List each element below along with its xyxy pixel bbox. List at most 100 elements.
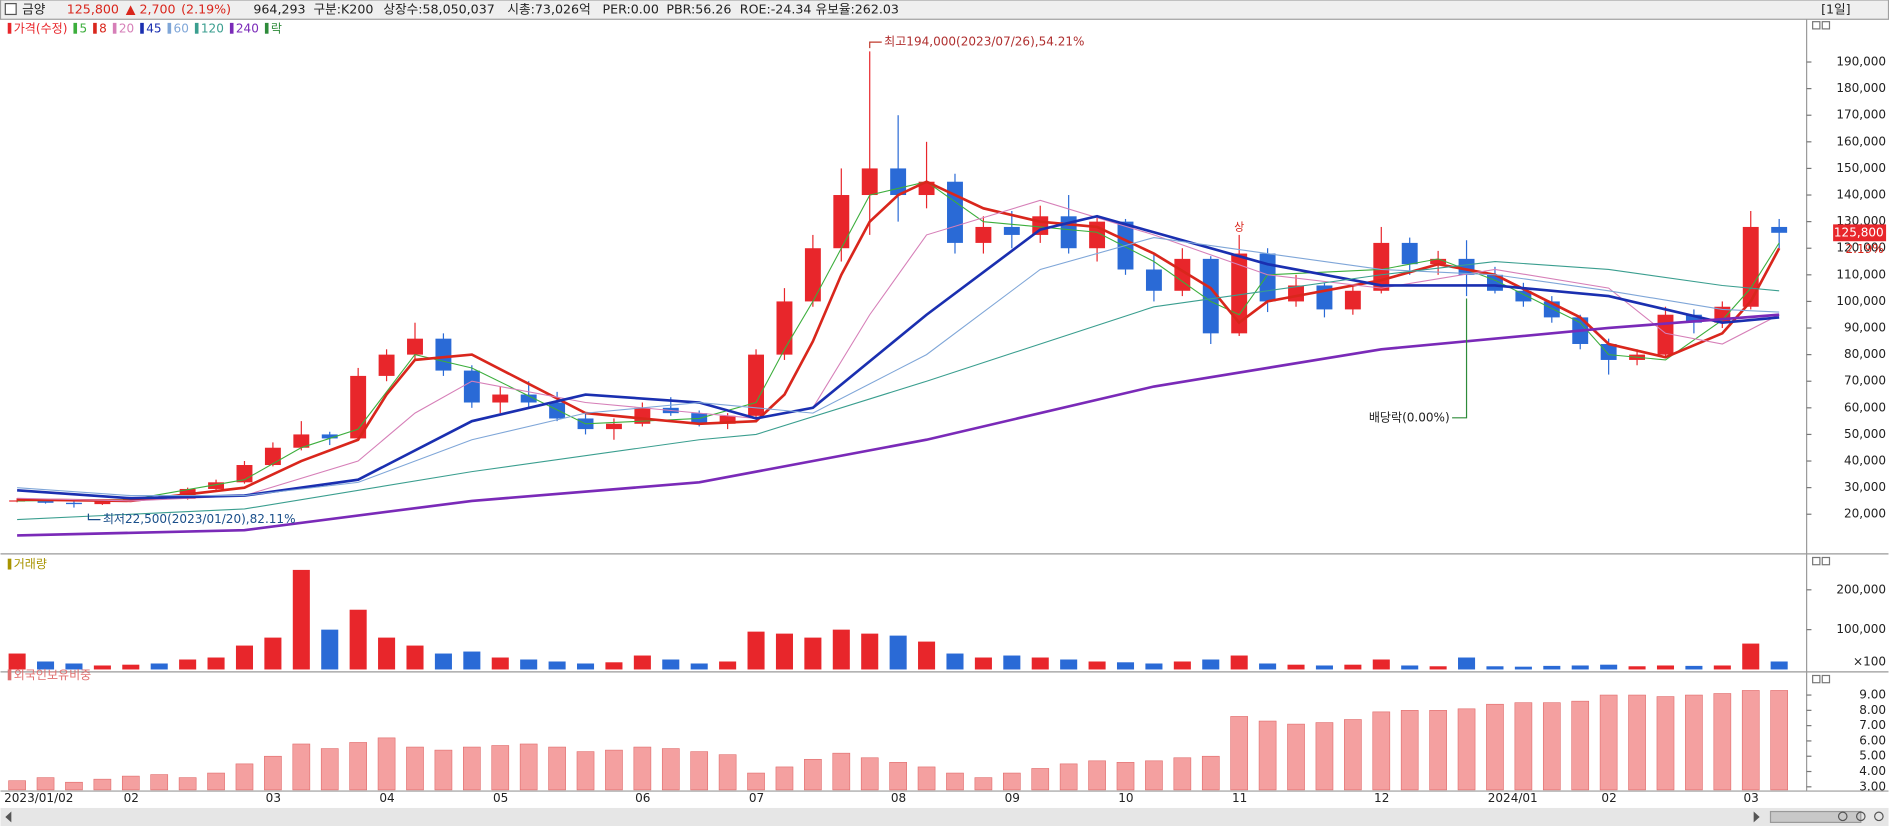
candle-body: [463, 370, 480, 403]
bar: [747, 631, 765, 670]
bar: [1742, 643, 1760, 670]
x-tick-label: 04: [379, 791, 394, 805]
annotation-limit-up: 상: [1234, 221, 1244, 234]
y-tick-label: 140,000: [1836, 188, 1886, 202]
candle-body: [549, 402, 566, 419]
bar: [1600, 664, 1618, 670]
bar: [605, 662, 623, 670]
ma-line: [17, 260, 1780, 521]
zoom-button[interactable]: [1837, 811, 1848, 822]
candle-body: [947, 181, 963, 243]
bar: [1571, 700, 1590, 791]
bar: [1429, 710, 1447, 791]
bar: [1685, 665, 1703, 670]
header-item: 시총:73,026억: [507, 2, 590, 17]
scroll-left[interactable]: [5, 811, 12, 823]
y-tick-label: 160,000: [1836, 134, 1886, 148]
bar: [690, 663, 708, 670]
legend-item: 120: [201, 21, 224, 35]
panel-button[interactable]: [1821, 674, 1831, 684]
unit-label: ×100: [1853, 655, 1886, 669]
legend-item: 20: [119, 21, 134, 35]
panel-title-swatch: [7, 558, 12, 570]
candle-body: [208, 482, 225, 489]
y-tick-label: 100,000: [1836, 622, 1886, 636]
bar: [1400, 710, 1419, 791]
panel-button[interactable]: [1812, 674, 1821, 684]
candle-body: [1344, 290, 1361, 310]
panel-button[interactable]: [1821, 21, 1831, 30]
bar: [1173, 661, 1191, 670]
y-tick-label: 50,000: [1844, 427, 1886, 441]
dividend-line: [1452, 298, 1468, 419]
y-tick-label: 8.00: [1859, 703, 1886, 717]
legend-swatch: [264, 22, 269, 34]
zoom-button[interactable]: [1874, 811, 1884, 822]
scrollbar[interactable]: [0, 807, 1889, 826]
y-tick-label: 170,000: [1836, 108, 1886, 122]
bar: [1543, 665, 1561, 670]
bar: [320, 748, 339, 791]
bar: [1230, 655, 1248, 670]
bar: [8, 780, 26, 791]
bar: [235, 763, 254, 791]
bar: [1287, 723, 1305, 791]
panel-button[interactable]: [1812, 556, 1821, 566]
x-tick-label: 03: [1744, 791, 1759, 805]
bar: [65, 663, 83, 670]
bar: [122, 664, 140, 670]
annotation-low: 최저22,500(2023/01/20),82.11%: [103, 512, 296, 526]
panel-button[interactable]: [1821, 556, 1831, 566]
bar: [207, 772, 225, 791]
candle-body: [321, 434, 338, 439]
bar: [1344, 719, 1362, 791]
bar: [1145, 663, 1163, 670]
bar: [1713, 693, 1732, 791]
bar: [946, 772, 964, 791]
volume: 964,293: [253, 2, 305, 17]
legend-swatch: [7, 22, 12, 34]
last-price-label: 125,800: [1834, 225, 1884, 239]
bar: [36, 777, 55, 791]
candle-body: [748, 354, 764, 416]
bar: [1258, 720, 1277, 791]
zoom-button[interactable]: [1855, 811, 1866, 822]
bar: [65, 781, 83, 791]
period[interactable]: [1일]: [1821, 2, 1851, 17]
bar: [1628, 694, 1646, 791]
panel-button[interactable]: [1812, 21, 1821, 30]
bar: [974, 777, 993, 791]
bar: [264, 755, 282, 791]
bar: [1486, 703, 1504, 791]
checkbox[interactable]: [4, 3, 17, 16]
header-item: ROE:-24.34: [740, 2, 812, 17]
bar: [1059, 763, 1078, 791]
candle-body: [1174, 258, 1191, 291]
bar: [1344, 664, 1362, 670]
scroll-right[interactable]: [1753, 811, 1760, 823]
panel-title: 거래량: [14, 557, 47, 571]
legend-swatch: [73, 22, 78, 34]
candle-body: [435, 338, 452, 371]
bar: [1770, 690, 1788, 791]
y-tick-label: 5.00: [1859, 749, 1886, 763]
bar: [178, 777, 197, 791]
bar: [719, 661, 737, 670]
candle-body: [1430, 258, 1447, 265]
bar: [661, 748, 680, 791]
bar: [775, 633, 793, 670]
legend-title: 가격(수정): [14, 21, 68, 35]
header-item: 상장수:58,050,037: [383, 2, 494, 17]
bar: [1287, 664, 1305, 670]
bar: [1259, 663, 1277, 670]
x-tick-label: 2023/01/02: [4, 791, 73, 805]
x-tick-label: 02: [124, 791, 139, 805]
bar: [179, 659, 197, 670]
bar: [264, 637, 282, 670]
bar: [576, 663, 595, 670]
bar: [804, 758, 822, 791]
scroll-thumb[interactable]: [1769, 810, 1862, 823]
legend-swatch: [140, 22, 144, 34]
ma-line: [17, 199, 1780, 502]
